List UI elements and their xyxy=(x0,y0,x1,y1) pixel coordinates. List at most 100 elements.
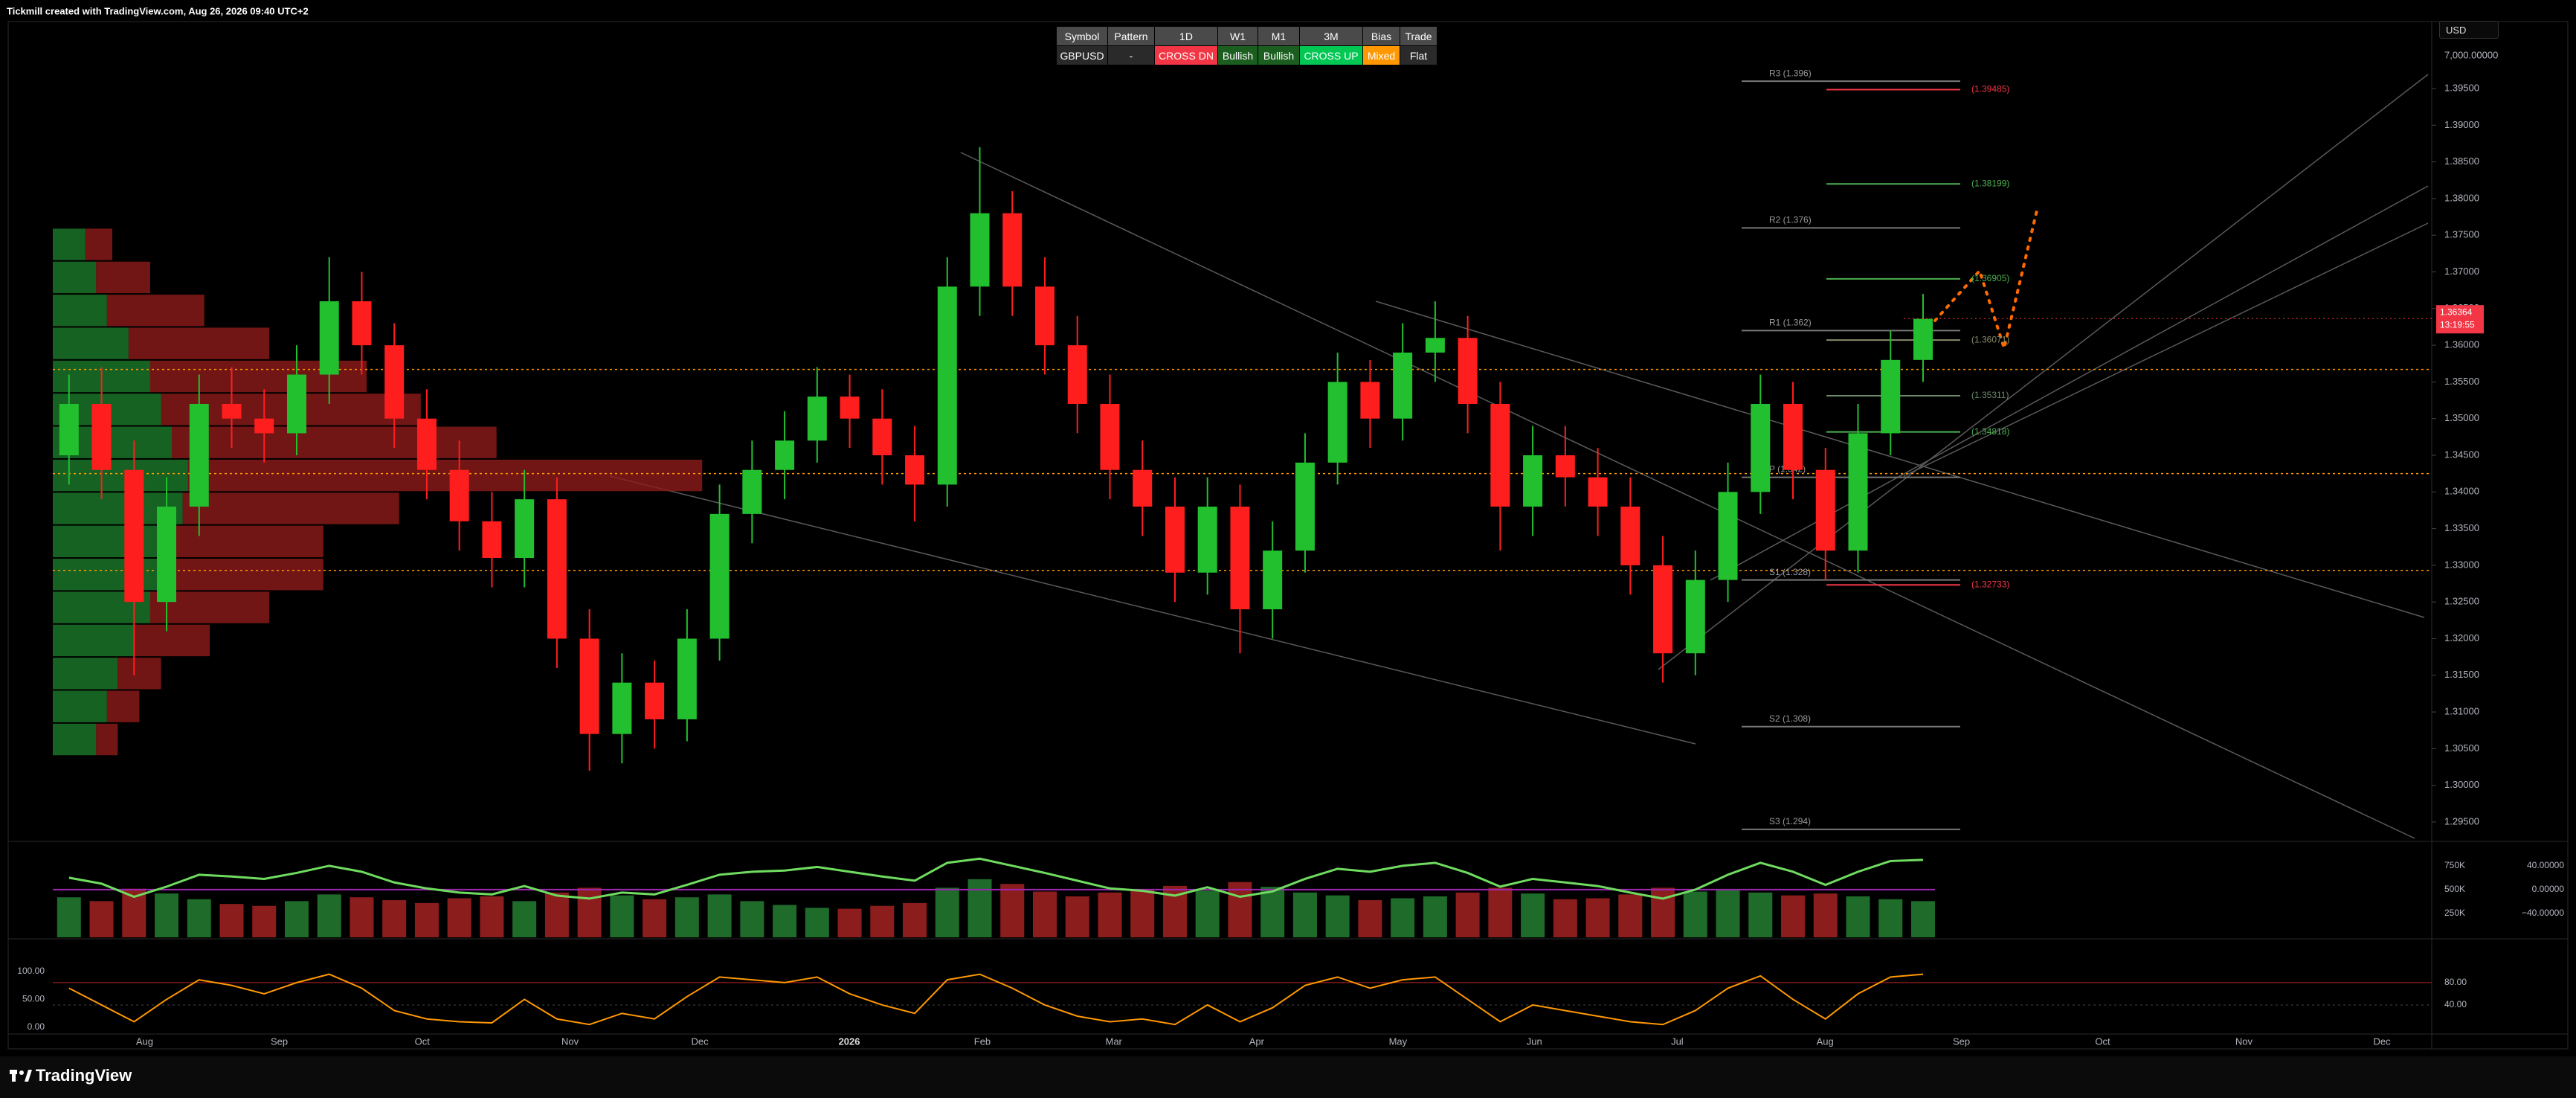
y-tick-label: 1.34500 xyxy=(2444,449,2479,460)
volume-bar xyxy=(1521,893,1545,937)
candle-body xyxy=(645,682,665,719)
volume-bar xyxy=(837,908,862,937)
y-tick-label: 1.38000 xyxy=(2444,192,2479,203)
candle-body xyxy=(1458,338,1478,404)
candle-body xyxy=(59,403,79,455)
cell: CROSS UP xyxy=(1299,45,1363,65)
signal-table: Symbol Pattern 1D W1 M1 3M Bias Trade GB… xyxy=(1056,26,1437,65)
candle-body xyxy=(1133,469,1153,507)
candle-body xyxy=(872,418,892,455)
candle-body xyxy=(449,469,469,521)
x-tick-label: Aug xyxy=(136,1036,153,1047)
candle-body xyxy=(1620,507,1640,565)
y-tick-label: 1.37500 xyxy=(2444,229,2479,240)
y-tick-label: 1.38500 xyxy=(2444,155,2479,167)
volume-bar xyxy=(1618,894,1643,937)
candle-body xyxy=(515,499,535,559)
volume-bar xyxy=(967,879,992,937)
volume-bar xyxy=(1781,895,1806,937)
volume-bar xyxy=(577,887,602,937)
volume-bar xyxy=(1910,901,1935,937)
profile-buy xyxy=(53,327,129,359)
candle-body xyxy=(319,301,339,375)
candle-body xyxy=(1100,403,1120,470)
candle-body xyxy=(547,499,567,639)
candle-body xyxy=(416,418,437,470)
price-tag xyxy=(2436,305,2484,334)
y-tick-label: 1.39000 xyxy=(2444,119,2479,130)
volume-bar xyxy=(317,894,341,937)
candle-body xyxy=(482,521,502,559)
x-tick-label: Nov xyxy=(561,1036,579,1047)
stoch-tick-label: 100.00 xyxy=(17,966,45,976)
volume-bar xyxy=(512,901,537,937)
volume-bar xyxy=(1000,884,1025,937)
profile-sell xyxy=(128,327,270,359)
oscillator-tick-label: 0.00000 xyxy=(2532,884,2565,894)
header-cell: Trade xyxy=(1400,26,1437,46)
y-tick-label: 1.35000 xyxy=(2444,412,2479,423)
profile-buy xyxy=(53,525,173,558)
y-tick-label: 1.37000 xyxy=(2444,266,2479,277)
volume-bar xyxy=(1358,900,1382,937)
y-tick-label: 1.31000 xyxy=(2444,706,2479,717)
volume-bar xyxy=(1325,895,1350,937)
volume-bar xyxy=(1878,899,1903,937)
volume-bar xyxy=(1455,892,1480,937)
volume-bar xyxy=(1033,891,1057,937)
volume-bar xyxy=(935,887,959,937)
candle-body xyxy=(807,396,827,441)
pivot-label: S2 (1.308) xyxy=(1769,713,1811,724)
y-tick-label: 1.35500 xyxy=(2444,376,2479,387)
candle-body xyxy=(1490,403,1510,507)
trend-line xyxy=(1903,222,2429,477)
logo-mark xyxy=(19,1070,24,1075)
volume-bar xyxy=(1683,891,1707,937)
cell: Mixed xyxy=(1362,45,1400,65)
volume-bar xyxy=(155,893,179,937)
y-tick-label: 1.31500 xyxy=(2444,669,2479,680)
x-tick-label: Feb xyxy=(974,1036,991,1047)
candle-body xyxy=(709,513,730,639)
volume-bar xyxy=(1098,892,1122,937)
stoch-line xyxy=(68,973,1924,1026)
axis-top-label: 7,000.00000 xyxy=(2444,49,2498,60)
candle-body xyxy=(222,403,242,419)
x-tick-label: Jun xyxy=(1527,1036,1542,1047)
trend-line xyxy=(1375,301,2425,618)
volume-bar xyxy=(284,901,309,937)
candle-body xyxy=(677,638,697,719)
x-tick-label: Apr xyxy=(1249,1036,1265,1047)
caption: Tickmill created with TradingView.com, A… xyxy=(7,5,309,16)
candle-body xyxy=(1197,507,1217,573)
volume-bar xyxy=(480,896,504,937)
candle-body xyxy=(189,403,209,507)
volume-bar xyxy=(674,897,699,937)
candle-body xyxy=(970,213,990,287)
profile-buy xyxy=(53,723,97,756)
y-tick-label: 1.32500 xyxy=(2444,596,2479,607)
target-label: (1.34818) xyxy=(1971,426,2009,437)
profile-sell xyxy=(172,426,497,458)
target-label: (1.36905) xyxy=(1971,273,2009,283)
volume-bar xyxy=(1228,882,1252,937)
currency-select[interactable]: USD xyxy=(2439,21,2499,39)
candle-body xyxy=(612,682,632,734)
profile-sell xyxy=(96,261,150,294)
volume-bar xyxy=(414,902,439,937)
y-tick-label: 1.33000 xyxy=(2444,559,2479,570)
candle-body xyxy=(124,469,144,603)
profile-sell xyxy=(182,492,399,524)
header-cell: Pattern xyxy=(1107,26,1155,46)
volume-bar xyxy=(447,898,471,937)
volume-bar xyxy=(610,895,634,937)
profile-buy xyxy=(53,690,107,722)
cell: Flat xyxy=(1400,45,1437,65)
pivot-label: R1 (1.362) xyxy=(1769,318,1812,328)
countdown: 13:19:55 xyxy=(2440,319,2475,330)
candle-body xyxy=(1165,507,1185,573)
x-tick-label: Sep xyxy=(1953,1036,1970,1047)
candle-body xyxy=(1751,403,1771,492)
oscillator-line xyxy=(68,857,1924,900)
